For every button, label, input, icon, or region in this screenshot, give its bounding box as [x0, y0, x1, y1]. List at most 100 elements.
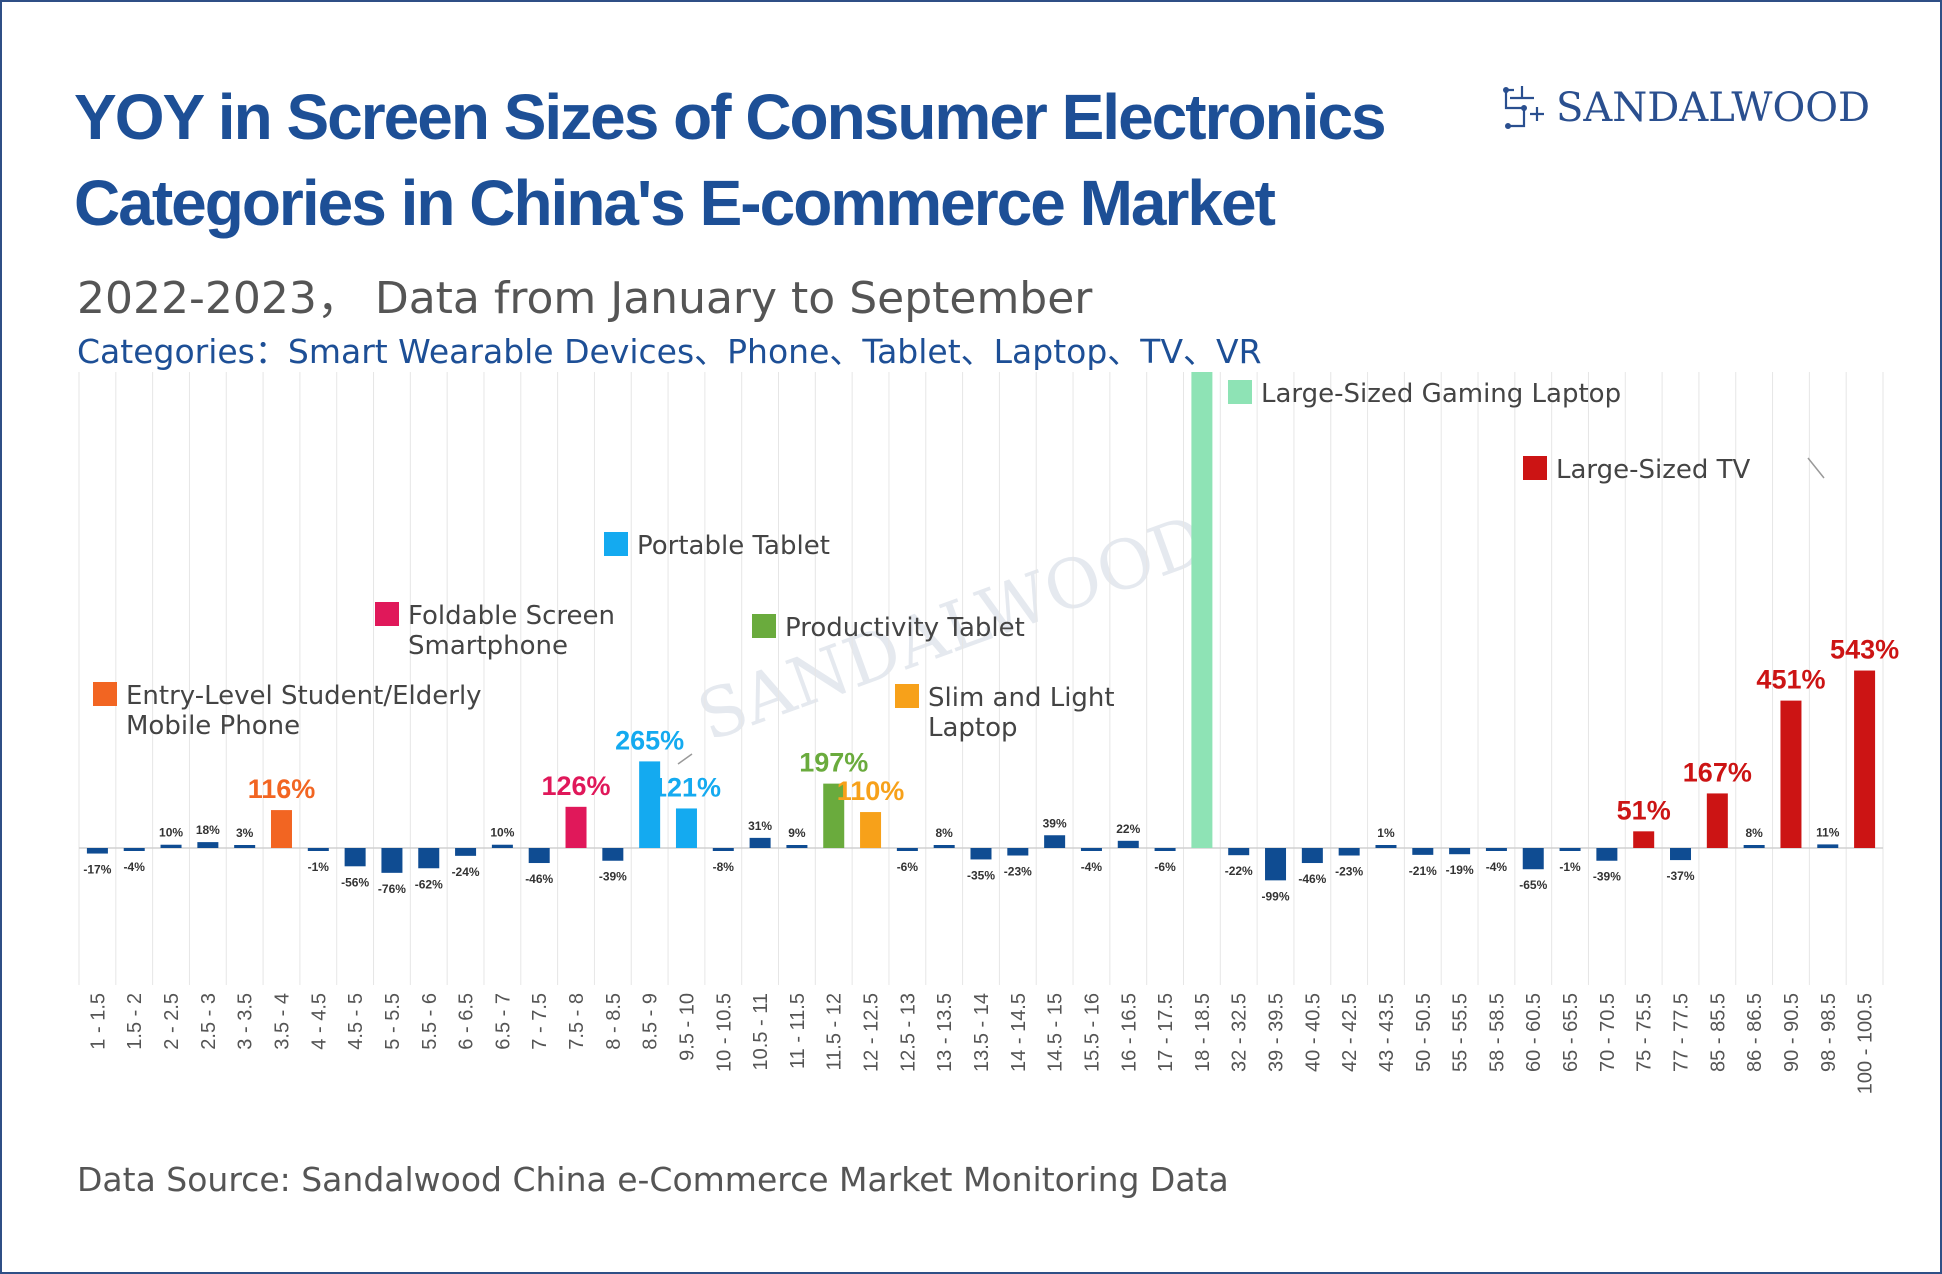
x-tick-label: 32 - 32.5: [1229, 993, 1251, 1072]
chart-subtitle: 2022-2023， Data from January to Septembe…: [77, 273, 1093, 324]
leader-line: [1807, 457, 1825, 479]
legend-label: Mobile Phone: [126, 711, 300, 741]
x-tick-label: 14.5 - 15: [1045, 993, 1067, 1072]
data-label: 22%: [1116, 822, 1140, 836]
x-tick-label: 100 - 100.5: [1855, 993, 1877, 1094]
x-tick-label: 90 - 90.5: [1781, 993, 1803, 1072]
bar: [933, 845, 955, 848]
x-tick-label: 3.5 - 4: [271, 993, 293, 1050]
bar: [197, 842, 219, 848]
legend-swatch: [1523, 456, 1547, 480]
bar: [1375, 845, 1397, 848]
x-tick-label: 2.5 - 3: [198, 993, 220, 1050]
data-label: -17%: [83, 863, 111, 877]
bar: [1670, 848, 1692, 861]
bar: [1780, 700, 1802, 848]
data-label: -23%: [1004, 865, 1032, 879]
data-label: 31%: [748, 819, 772, 833]
x-tick-label: 70 - 70.5: [1597, 993, 1619, 1072]
legend-swatch: [895, 684, 919, 708]
data-label: -39%: [1593, 870, 1621, 884]
data-label: -37%: [1667, 869, 1695, 883]
x-tick-label: 77 - 77.5: [1671, 993, 1693, 1072]
x-tick-label: 39 - 39.5: [1266, 993, 1288, 1072]
bar: [1706, 793, 1728, 848]
title-line-2: Categories in China's E-commerce Market: [74, 167, 1276, 239]
bar: [1044, 835, 1066, 848]
bar: [418, 848, 440, 869]
x-tick-label: 10 - 10.5: [713, 993, 735, 1072]
x-tick-label: 1.5 - 2: [124, 993, 146, 1050]
legend-label: Entry-Level Student/Elderly: [126, 681, 482, 711]
x-tick-label: 13 - 13.5: [934, 993, 956, 1072]
x-tick-label: 40 - 40.5: [1302, 993, 1324, 1072]
data-label: 167%: [1683, 757, 1752, 787]
data-label: 1%: [1377, 826, 1395, 840]
data-label: -65%: [1519, 878, 1547, 892]
data-label: 543%: [1830, 635, 1899, 665]
bar: [639, 761, 661, 848]
data-label: 110%: [837, 776, 905, 806]
x-tick-label: 13.5 - 14: [971, 993, 993, 1072]
bar: [1596, 848, 1618, 861]
bar: [749, 837, 771, 848]
x-tick-label: 55 - 55.5: [1450, 993, 1472, 1072]
legend-label: Laptop: [928, 713, 1018, 743]
bar: [455, 848, 477, 856]
legend-swatch: [1228, 380, 1252, 404]
data-label: 265%: [615, 725, 684, 755]
x-tick-label: 42 - 42.5: [1339, 993, 1361, 1072]
x-tick-label: 43 - 43.5: [1376, 993, 1398, 1072]
legend-swatch: [604, 532, 628, 556]
data-label: -4%: [124, 860, 146, 874]
bar: [565, 806, 587, 848]
bar: [123, 848, 145, 851]
bar: [1154, 848, 1176, 851]
bar: [1117, 840, 1139, 848]
bar: [675, 808, 697, 848]
x-tick-label: 98 - 98.5: [1818, 993, 1840, 1072]
bar: [970, 848, 992, 860]
bar: [1338, 848, 1360, 856]
bar: [1228, 848, 1250, 856]
legend-swatch: [93, 682, 117, 706]
bar: [1007, 848, 1029, 856]
x-tick-label: 16 - 16.5: [1118, 993, 1140, 1072]
data-label: 126%: [541, 771, 610, 801]
data-label: -1%: [308, 860, 330, 874]
bar: [1485, 848, 1507, 851]
data-source: Data Source: Sandalwood China e-Commerce…: [77, 1160, 1229, 1199]
legend-label: Large-Sized Gaming Laptop: [1261, 379, 1621, 409]
bar: [602, 848, 624, 861]
bar: [1743, 845, 1765, 848]
data-label: -21%: [1409, 864, 1437, 878]
bar: [86, 848, 108, 854]
logo-text: SANDALWOOD: [1556, 85, 1871, 131]
data-label: -56%: [341, 875, 369, 889]
x-tick-label: 86 - 86.5: [1744, 993, 1766, 1072]
x-tick-label: 4 - 4.5: [308, 993, 330, 1050]
data-label: 3%: [236, 826, 254, 840]
x-tick-label: 5 - 5.5: [382, 993, 404, 1050]
data-label: 10%: [159, 826, 183, 840]
brand-logo: SANDALWOOD: [1500, 84, 1870, 132]
data-label: -4%: [1486, 860, 1508, 874]
x-tick-label: 6.5 - 7: [492, 993, 514, 1050]
bar: [528, 848, 550, 864]
data-label: 116%: [248, 774, 316, 804]
data-label: 18%: [196, 823, 220, 837]
x-tick-label: 18 - 18.5: [1192, 993, 1214, 1072]
x-tick-label: 2 - 2.5: [161, 993, 183, 1050]
bar: [823, 783, 845, 848]
x-tick-label: 12.5 - 13: [897, 993, 919, 1072]
data-label: -23%: [1335, 865, 1363, 879]
x-tick-label: 3 - 3.5: [235, 993, 257, 1050]
bar: [1522, 848, 1544, 870]
data-label: 451%: [1756, 665, 1825, 695]
data-label: -99%: [1262, 889, 1290, 903]
x-tick-label: 9.5 - 10: [676, 993, 698, 1061]
data-label: 9%: [788, 826, 806, 840]
data-label: 8%: [1745, 826, 1763, 840]
legend-label: Slim and Light: [928, 683, 1115, 713]
